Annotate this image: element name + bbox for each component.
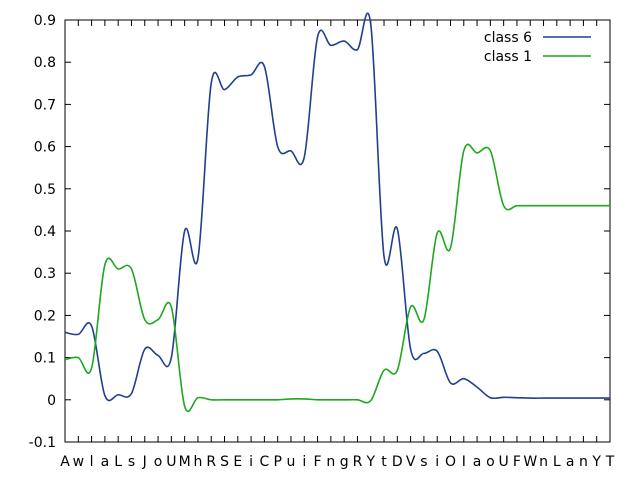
x-tick-label: s [128, 454, 135, 470]
x-tick-label: g [340, 454, 349, 470]
x-tick-label: n [539, 454, 548, 470]
y-tick-label: 0.3 [34, 266, 56, 282]
series-line-1 [64, 12, 610, 402]
x-tick-label: O [445, 454, 456, 470]
x-tick-label: o [154, 454, 163, 470]
x-tick-label: D [392, 454, 403, 470]
x-tick-label: L [553, 454, 561, 470]
x-tick-label: R [206, 454, 216, 470]
y-tick-label: 0.1 [34, 351, 56, 367]
series-layer [64, 12, 610, 413]
x-tick-label: U [166, 454, 176, 470]
x-tick-label: M [179, 454, 191, 470]
x-tick-label: I [462, 454, 466, 470]
series-line-2 [64, 143, 610, 413]
x-tick-label: i [302, 454, 306, 470]
x-tick-label: w [73, 454, 84, 470]
x-tick-label: R [353, 454, 363, 470]
x-tick-label: J [142, 454, 147, 470]
x-tick-label: P [273, 454, 281, 470]
x-tick-label: n [579, 454, 588, 470]
x-tick-label: o [486, 454, 495, 470]
x-tick-label: F [513, 454, 521, 470]
x-tick-label: h [193, 454, 202, 470]
x-tick-label: a [473, 454, 482, 470]
y-tick-label: 0.7 [34, 97, 56, 113]
x-tick-label: n [326, 454, 335, 470]
x-tick-label: S [220, 454, 229, 470]
x-tick-label: i [435, 454, 439, 470]
x-tick-label: s [420, 454, 427, 470]
y-tick-label: -0.1 [29, 435, 56, 451]
x-tick-label: a [566, 454, 575, 470]
y-tick-label: 0.4 [34, 224, 56, 240]
plot-frame [64, 19, 611, 443]
x-tick-label: u [287, 454, 296, 470]
x-tick-label: U [499, 454, 509, 470]
x-tick-label: T [605, 454, 615, 470]
x-tick-label: i [249, 454, 253, 470]
y-tick-label: 0.5 [34, 182, 56, 198]
y-tick-label: 0 [47, 393, 56, 409]
x-tick-label: l [90, 454, 94, 470]
y-tick-label: 0.8 [34, 55, 56, 71]
legend: class 6 class 1 [484, 30, 591, 65]
x-tick-label: V [406, 454, 416, 470]
x-tick-label: a [101, 454, 110, 470]
x-tick-label: Y [591, 454, 601, 470]
x-tick-label: E [233, 454, 242, 470]
y-tick-label: 0.9 [34, 13, 56, 29]
x-tick-label: Y [365, 454, 375, 470]
legend-label: class 6 [484, 30, 532, 46]
x-tick-label: A [60, 454, 70, 470]
x-tick-label: F [314, 454, 322, 470]
legend-label: class 1 [484, 49, 532, 65]
x-tick-label: W [523, 454, 537, 470]
y-tick-label: 0.6 [34, 140, 56, 156]
x-tick-label: C [259, 454, 269, 470]
y-axis: -0.1 0 0.1 0.2 0.3 0.4 0.5 0.6 0.7 0.8 0.9 [29, 13, 610, 451]
x-tick-label: L [114, 454, 122, 470]
x-tick-label: t [381, 454, 387, 470]
y-tick-label: 0.2 [34, 308, 56, 324]
